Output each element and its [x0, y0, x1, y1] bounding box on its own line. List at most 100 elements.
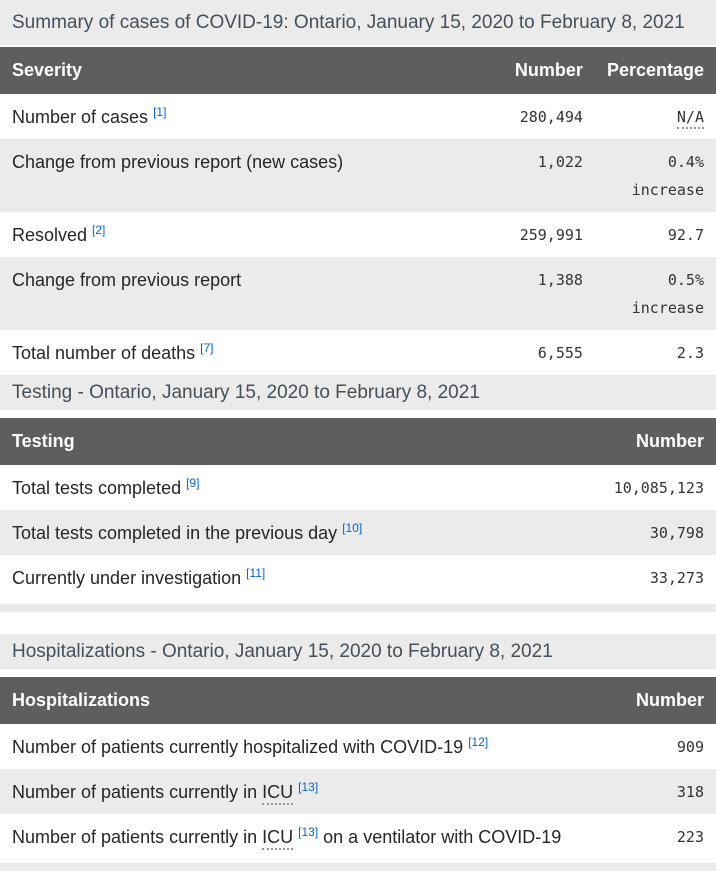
testing-table: Testing Number Total tests completed [9] 10… [0, 418, 716, 600]
hospitalizations-section: Hospitalizations - Ontario, January 15, … [0, 634, 716, 871]
cell-number: 92.7 [595, 212, 716, 257]
footnote-link[interactable]: [13] [298, 825, 319, 839]
column-header-percentage: Percentage [594, 47, 716, 94]
row-label: Number of patients currently in ICU [13] [0, 769, 624, 814]
footnote-link[interactable]: [11] [246, 566, 266, 580]
cell-number: 318 [623, 769, 716, 814]
cell-number: 33,273 [602, 555, 716, 600]
footnote-link[interactable]: [2] [92, 223, 106, 237]
value-text: 0.5% [667, 271, 704, 289]
value-text: 909 [676, 738, 704, 756]
cell-number: 909 [624, 724, 716, 769]
column-header-number: Number [502, 47, 595, 94]
partial-row-strip [0, 863, 716, 871]
column-header-number: Number [623, 677, 716, 724]
row-label: Total tests completed in the previous da… [0, 510, 602, 555]
header-row: Testing Number [0, 418, 716, 465]
table-row: Change from previous report (new cases) 1… [0, 139, 716, 212]
cell-number: 0.5% increase [594, 257, 716, 330]
footnote-link[interactable]: [9] [186, 476, 200, 490]
label-text: Resolved [12, 225, 93, 245]
change-direction-note: increase [631, 181, 704, 199]
row-label: Change from previous report [0, 257, 503, 330]
partial-row-strip [0, 604, 716, 612]
footnote-link[interactable]: [1] [153, 105, 167, 119]
cell-number: 10,085,123 [602, 465, 716, 510]
row-label: Resolved [2] [0, 212, 503, 257]
table-row: Number of cases [1] 280,494 N/A [0, 94, 716, 139]
value-text: 30,798 [649, 524, 704, 542]
table-row: Number of patients currently in ICU [13]… [0, 814, 716, 859]
cell-number: 1,022 [502, 139, 595, 212]
cell-number: 6,555 [503, 330, 595, 375]
cell-number: 30,798 [601, 510, 716, 555]
row-label: Number of cases [1] [0, 94, 503, 139]
label-text: Total tests completed in the previous da… [12, 523, 343, 543]
cell-number: 259,991 [503, 212, 595, 257]
value-text: 1,388 [537, 271, 583, 289]
column-header-hospitalizations: Hospitalizations [0, 677, 624, 724]
cell-number: N/A [595, 94, 716, 139]
testing-caption: Testing - Ontario, January 15, 2020 to F… [0, 375, 716, 410]
cell-number: 1,388 [502, 257, 595, 330]
summary-section: Summary of cases of COVID-19: Ontario, J… [0, 0, 716, 375]
value-text: 6,555 [537, 344, 583, 362]
row-label: Change from previous report (new cases) [0, 139, 503, 212]
table-row: Total tests completed [9] 10,085,123 [0, 465, 716, 510]
value-text: 223 [676, 828, 704, 846]
cell-number: 0.4% increase [594, 139, 716, 212]
abbreviation: N/A [676, 108, 704, 129]
value-text: 0.4% [667, 153, 704, 171]
row-label: Total number of deaths [7] [0, 330, 503, 375]
label-text: Number of patients currently in [12, 827, 263, 847]
row-label: Number of patients currently in ICU [13]… [0, 814, 624, 859]
label-text: Number of cases [12, 107, 154, 127]
header-row: Severity Number Percentage [0, 47, 716, 94]
summary-caption: Summary of cases of COVID-19: Ontario, J… [0, 0, 716, 45]
abbreviation: ICU [262, 827, 294, 850]
label-text: Change from previous report [12, 270, 242, 290]
testing-section: Testing - Ontario, January 15, 2020 to F… [0, 375, 716, 612]
table-row: Change from previous report 1,388 0.5% incr… [0, 257, 716, 330]
table-row: Resolved [2] 259,991 92.7 [0, 212, 716, 257]
footnote-link[interactable]: [13] [298, 780, 319, 794]
value-text: 33,273 [649, 569, 704, 587]
hospitalizations-table-head: Hospitalizations Number [0, 677, 716, 724]
cell-number: 280,494 [503, 94, 595, 139]
label-text: Number of patients currently hospitalize… [12, 737, 469, 757]
label-text: Change from previous report (new cases) [12, 152, 344, 172]
value-text: 2.3 [676, 344, 704, 362]
label-text: Total number of deaths [12, 343, 201, 363]
footnote-link[interactable]: [12] [468, 735, 489, 749]
row-label: Currently under investigation [11] [0, 555, 602, 600]
cell-number: 2.3 [595, 330, 716, 375]
footnote-link[interactable]: [10] [342, 521, 363, 535]
cell-number: 223 [624, 814, 716, 859]
testing-table-head: Testing Number [0, 418, 716, 465]
hospitalizations-table: Hospitalizations Number Number of patients… [0, 677, 716, 859]
summary-table: Severity Number Percentage Number of cases … [0, 47, 716, 375]
table-row: Number of patients currently in ICU [13]… [0, 769, 716, 814]
value-text: 92.7 [667, 226, 704, 244]
label-text: Total tests completed [12, 478, 187, 498]
change-direction-note: increase [631, 299, 704, 317]
value-text: 1,022 [537, 153, 583, 171]
table-row: Number of patients currently hospitalize… [0, 724, 716, 769]
label-text: Currently under investigation [12, 568, 247, 588]
summary-table-head: Severity Number Percentage [0, 47, 716, 94]
column-header-severity: Severity [0, 47, 503, 94]
label-text: Number of patients currently in [12, 782, 263, 802]
column-header-testing: Testing [0, 418, 602, 465]
table-row: Total number of deaths [7] 6,555 2.3 [0, 330, 716, 375]
value-text: 259,991 [519, 226, 583, 244]
hospitalizations-caption: Hospitalizations - Ontario, January 15, … [0, 634, 716, 669]
value-text: 318 [676, 783, 704, 801]
summary-table-body: Number of cases [1] 280,494 N/A Change from… [0, 94, 716, 375]
value-text: 10,085,123 [613, 479, 704, 497]
header-row: Hospitalizations Number [0, 677, 716, 724]
table-row: Currently under investigation [11] 33,273 [0, 555, 716, 600]
table-row: Total tests completed in the previous da… [0, 510, 716, 555]
label-text: on a ventilator with COVID-19 [318, 827, 562, 847]
footnote-link[interactable]: [7] [200, 341, 214, 355]
